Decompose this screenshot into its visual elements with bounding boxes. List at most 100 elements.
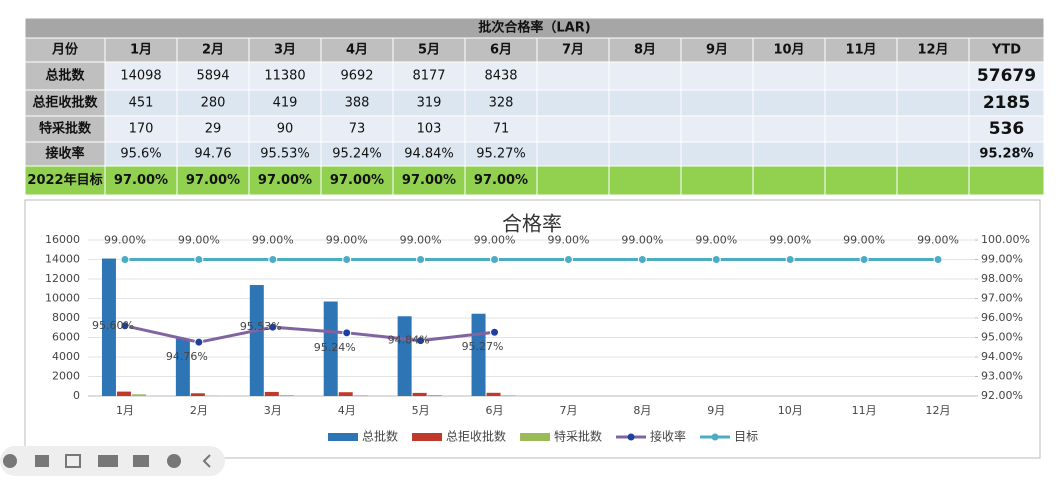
cell	[537, 62, 609, 90]
cell-text: 97.00%	[258, 173, 312, 188]
marker	[269, 256, 277, 264]
bar	[191, 393, 205, 396]
cell-text: 328	[489, 96, 514, 111]
legend-label: 接收率	[650, 429, 686, 444]
cell	[681, 116, 753, 142]
cell	[681, 142, 753, 166]
legend-marker	[628, 434, 635, 441]
header-text: 5月	[418, 43, 440, 58]
data-label: 99.00%	[843, 234, 885, 247]
cell-text: 97.00%	[402, 173, 456, 188]
y-tick-label: 4000	[52, 350, 80, 363]
header-text: 1月	[130, 43, 152, 58]
bar	[428, 395, 442, 396]
cell-text: 97.00%	[474, 173, 528, 188]
y-tick-label: 12000	[45, 272, 80, 285]
toolbar-icon[interactable]	[3, 454, 17, 468]
bar	[398, 316, 412, 396]
bar	[472, 314, 486, 396]
cell	[897, 166, 969, 195]
marker	[934, 256, 942, 264]
data-label: 94.84%	[388, 334, 430, 347]
y-tick-label: 14000	[45, 253, 80, 266]
ytd-text: 95.28%	[979, 147, 1033, 162]
cell	[825, 166, 897, 195]
legend-swatch	[328, 433, 358, 441]
header-text: 6月	[490, 43, 512, 58]
toolbar-icon[interactable]	[167, 454, 181, 468]
y-tick-label: 8000	[52, 311, 80, 324]
x-tick-label: 1月	[116, 404, 134, 417]
x-tick-label: 10月	[778, 404, 803, 417]
y2-tick-label: 92.00%	[981, 389, 1023, 402]
cell-text: 94.76	[194, 147, 231, 162]
cell-text: 11380	[264, 69, 305, 84]
cell-text: 94.84%	[404, 147, 454, 162]
cell-text: 8177	[412, 69, 445, 84]
bar	[280, 395, 294, 396]
cell	[825, 116, 897, 142]
cell-text: 95.6%	[120, 147, 161, 162]
cell	[537, 116, 609, 142]
cell	[825, 90, 897, 116]
x-tick-label: 2月	[190, 404, 208, 417]
cell	[609, 166, 681, 195]
y-tick-label: 10000	[45, 292, 80, 305]
x-tick-label: 4月	[338, 404, 356, 417]
cell-text: 97.00%	[186, 173, 240, 188]
data-label: 99.00%	[695, 234, 737, 247]
cell-text: 5894	[196, 69, 229, 84]
header-text: 8月	[634, 43, 656, 58]
x-tick-label: 12月	[926, 404, 951, 417]
cell	[753, 142, 825, 166]
marker	[195, 338, 203, 346]
data-label: 99.00%	[326, 234, 368, 247]
marker	[860, 256, 868, 264]
header-text: 10月	[773, 43, 804, 58]
header-text: 2月	[202, 43, 224, 58]
toolbar-icon[interactable]	[98, 455, 118, 467]
legend-label: 总拒收批数	[446, 429, 506, 444]
cell	[537, 142, 609, 166]
cell	[897, 142, 969, 166]
bar	[354, 395, 368, 396]
cell	[681, 166, 753, 195]
header-text: 12月	[917, 43, 948, 58]
cell-text: 73	[349, 122, 366, 137]
cell	[753, 90, 825, 116]
y-tick-label: 6000	[52, 331, 80, 344]
bar	[176, 339, 190, 396]
cell	[897, 90, 969, 116]
toolbar-icon[interactable]	[35, 455, 49, 467]
row-label: 总拒收批数	[32, 95, 98, 111]
bar	[339, 392, 353, 396]
marker	[491, 256, 499, 264]
header-text: 4月	[346, 43, 368, 58]
cell-text: 170	[129, 122, 154, 137]
y2-tick-label: 99.00%	[981, 253, 1023, 266]
legend-label: 特采批数	[554, 429, 602, 444]
y2-tick-label: 94.00%	[981, 350, 1023, 363]
toolbar-icon[interactable]	[133, 455, 149, 467]
bar	[265, 392, 279, 396]
cell	[897, 116, 969, 142]
cell	[609, 116, 681, 142]
marker	[343, 256, 351, 264]
y-tick-label: 16000	[45, 233, 80, 246]
cell	[609, 62, 681, 90]
legend-label: 目标	[734, 430, 758, 444]
cell-text: 14098	[120, 69, 161, 84]
y2-tick-label: 95.00%	[981, 331, 1023, 344]
cell-text: 90	[277, 122, 294, 137]
header-text: 7月	[562, 43, 584, 58]
marker	[786, 256, 794, 264]
bar	[502, 395, 516, 396]
y2-tick-label: 97.00%	[981, 292, 1023, 305]
legend-swatch	[412, 433, 442, 441]
data-label: 94.76%	[166, 350, 208, 363]
bar	[413, 393, 427, 396]
data-label: 99.00%	[104, 234, 146, 247]
legend-marker	[712, 434, 719, 441]
data-label: 99.00%	[547, 234, 589, 247]
y2-tick-label: 100.00%	[981, 233, 1030, 246]
